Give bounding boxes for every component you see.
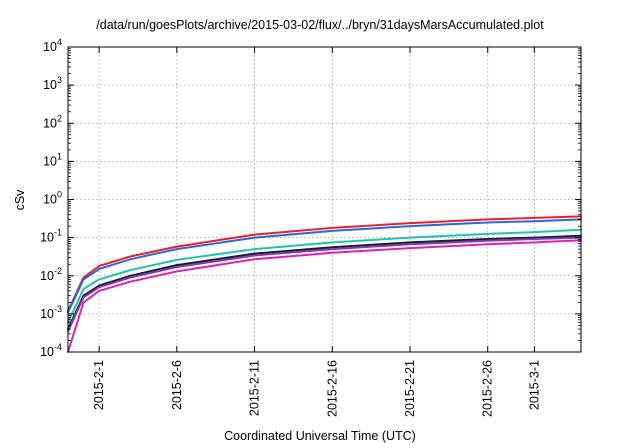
y-tick-label: 100: [43, 190, 62, 207]
series-line-5: [67, 236, 582, 333]
series-line-3: [67, 228, 582, 324]
x-axis-label: Coordinated Universal Time (UTC): [224, 429, 416, 443]
y-tick-label: 10-2: [40, 266, 62, 283]
y-axis-label: cSv: [13, 189, 27, 211]
grid-lines: [68, 47, 581, 352]
x-tick-label: 2015-2-26: [481, 360, 495, 417]
x-tick-label: 2015-2-16: [325, 360, 339, 417]
y-tick-label: 102: [43, 113, 62, 130]
y-tick-label: 101: [43, 151, 62, 168]
x-tick-label: 2015-2-21: [403, 360, 417, 417]
series-line-2: [67, 218, 582, 314]
series-line-4: [67, 234, 582, 330]
y-tick-label: 104: [43, 37, 62, 54]
series-line-6: [67, 239, 582, 353]
series-lines: [67, 215, 582, 353]
axis-ticks: 10-4 10-3 10-2 10-1 100 101 102 103 104 2015-2-1 2…: [40, 37, 581, 417]
y-tick-label: 10-3: [40, 304, 62, 321]
x-tick-label: 2015-2-6: [170, 360, 184, 410]
chart-title: /data/run/goesPlots/archive/2015-03-02/f…: [96, 18, 544, 32]
y-tick-label: 10-4: [40, 342, 62, 359]
x-tick-label: 2015-2-11: [248, 360, 262, 416]
y-tick-label: 10-1: [40, 228, 62, 245]
x-tick-label: 2015-3-1: [527, 360, 541, 410]
series-line-1: [67, 215, 582, 312]
x-tick-label: 2015-2-1: [92, 360, 106, 410]
y-tick-label: 103: [43, 75, 62, 92]
